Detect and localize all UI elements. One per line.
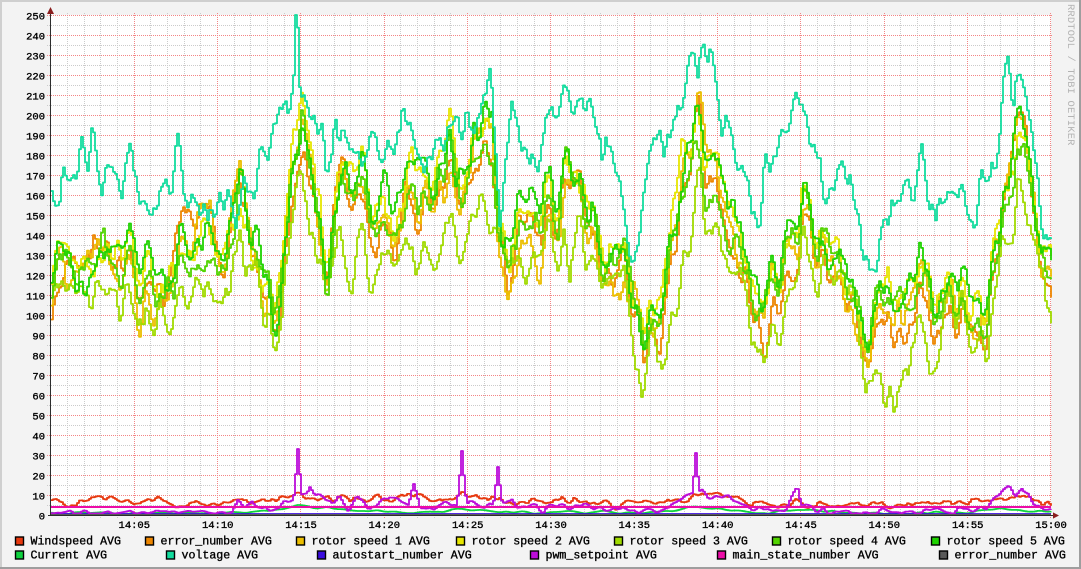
svg-text:rotor speed 5 AVG: rotor speed 5 AVG [947,535,1065,548]
svg-text:190: 190 [26,132,45,144]
svg-text:250: 250 [26,12,45,24]
svg-text:170: 170 [26,172,45,184]
svg-text:200: 200 [26,112,45,124]
svg-text:180: 180 [26,152,45,164]
svg-text:15:00: 15:00 [1035,520,1067,532]
svg-text:40: 40 [32,432,45,444]
svg-text:160: 160 [26,192,45,204]
svg-text:14:50: 14:50 [869,520,901,532]
svg-text:220: 220 [26,72,45,84]
svg-text:rotor speed 2 AVG: rotor speed 2 AVG [472,535,590,548]
svg-text:100: 100 [26,312,45,324]
svg-text:80: 80 [32,352,45,364]
svg-text:error_number AVG: error_number AVG [161,535,272,548]
svg-text:110: 110 [26,292,45,304]
svg-text:voltage AVG: voltage AVG [182,549,259,562]
svg-text:30: 30 [32,452,45,464]
svg-text:120: 120 [26,272,45,284]
svg-text:14:30: 14:30 [535,520,567,532]
svg-text:rotor speed 1 AVG: rotor speed 1 AVG [312,535,430,548]
svg-text:0: 0 [39,512,45,524]
svg-text:14:05: 14:05 [119,520,151,532]
svg-text:14:15: 14:15 [285,520,317,532]
svg-text:error_number AVG: error_number AVG [955,549,1066,562]
svg-text:14:55: 14:55 [952,520,984,532]
svg-text:14:35: 14:35 [619,520,651,532]
svg-text:autostart_number AVG: autostart_number AVG [333,549,472,562]
svg-text:pwm_setpoint AVG: pwm_setpoint AVG [546,549,657,562]
svg-text:20: 20 [32,472,45,484]
svg-text:60: 60 [32,392,45,404]
svg-text:210: 210 [26,92,45,104]
svg-text:10: 10 [32,492,45,504]
svg-text:230: 230 [26,52,45,64]
svg-text:main_state_number AVG: main_state_number AVG [733,549,879,562]
svg-text:14:20: 14:20 [369,520,401,532]
svg-text:150: 150 [26,212,45,224]
svg-text:Windspeed AVG: Windspeed AVG [31,535,121,548]
svg-text:14:25: 14:25 [452,520,484,532]
svg-text:140: 140 [26,232,45,244]
svg-text:90: 90 [32,332,45,344]
svg-text:Current AVG: Current AVG [31,549,108,562]
svg-text:14:40: 14:40 [702,520,734,532]
svg-text:14:10: 14:10 [202,520,234,532]
svg-text:rotor speed 4 AVG: rotor speed 4 AVG [788,535,906,548]
svg-text:14:45: 14:45 [785,520,817,532]
svg-text:50: 50 [32,412,45,424]
svg-text:70: 70 [32,372,45,384]
svg-text:130: 130 [26,252,45,264]
svg-text:rotor speed 3 AVG: rotor speed 3 AVG [630,535,748,548]
svg-text:RRDTOOL / TOBI OETIKER: RRDTOOL / TOBI OETIKER [1064,4,1076,146]
svg-text:240: 240 [26,32,45,44]
